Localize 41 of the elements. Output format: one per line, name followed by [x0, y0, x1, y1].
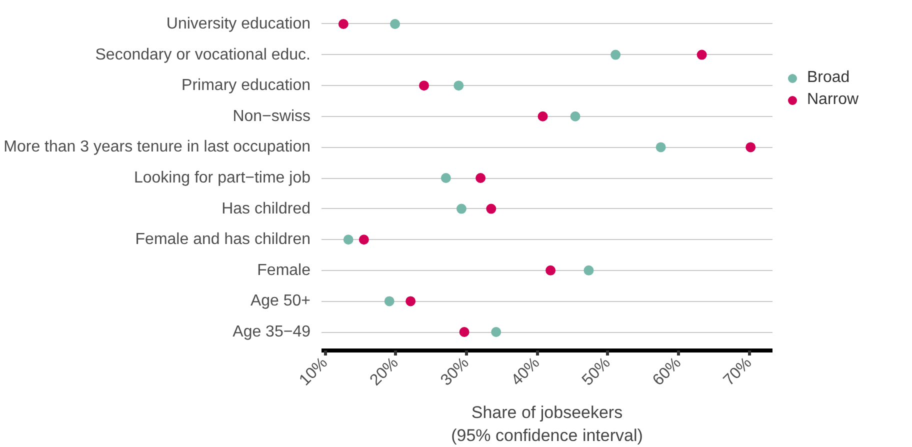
y-tick-label: Has childred: [222, 200, 311, 218]
point: [546, 265, 556, 276]
point: [584, 265, 594, 276]
point: [746, 142, 756, 152]
point: [491, 327, 502, 338]
point: [440, 173, 451, 183]
point: [459, 327, 470, 338]
point: [476, 173, 486, 183]
x-tick-label: 30%: [438, 354, 472, 390]
point: [456, 204, 466, 214]
point: [358, 234, 369, 245]
point: [538, 111, 548, 122]
y-tick-label: Age 35−49: [232, 324, 311, 341]
y-tick-label: Female and has children: [135, 231, 311, 248]
y-tick-label: Female: [257, 262, 311, 279]
x-tick-label: 70%: [720, 354, 756, 390]
point: [656, 142, 666, 152]
point: [570, 111, 580, 122]
point: [454, 80, 464, 91]
x-tick-label: 60%: [650, 354, 684, 390]
legend-label: Broad: [807, 69, 850, 87]
y-tick-label: Primary education: [182, 77, 311, 94]
legend-label: Narrow: [807, 91, 859, 109]
y-tick-label: Age 50+: [250, 292, 311, 310]
y-tick-label: More than 3 years tenure in last occupation: [4, 138, 310, 156]
x-axis-title: Share of jobseekers (95% confidence interval): [451, 403, 643, 445]
point: [696, 50, 707, 60]
point: [486, 204, 496, 214]
point: [338, 18, 348, 29]
point: [343, 234, 354, 245]
x-tick-label: 40%: [508, 354, 544, 390]
y-tick-label: University education: [166, 15, 311, 32]
y-tick-label: Looking for part−time job: [134, 170, 311, 186]
point: [406, 296, 416, 306]
y-tick-label: Non−swiss: [232, 108, 311, 125]
point: [419, 80, 429, 91]
x-tick-label: 50%: [579, 354, 614, 390]
point: [610, 50, 621, 60]
point: [390, 18, 400, 29]
y-tick-label: Secondary or vocational educ.: [95, 46, 311, 64]
point: [384, 296, 394, 306]
